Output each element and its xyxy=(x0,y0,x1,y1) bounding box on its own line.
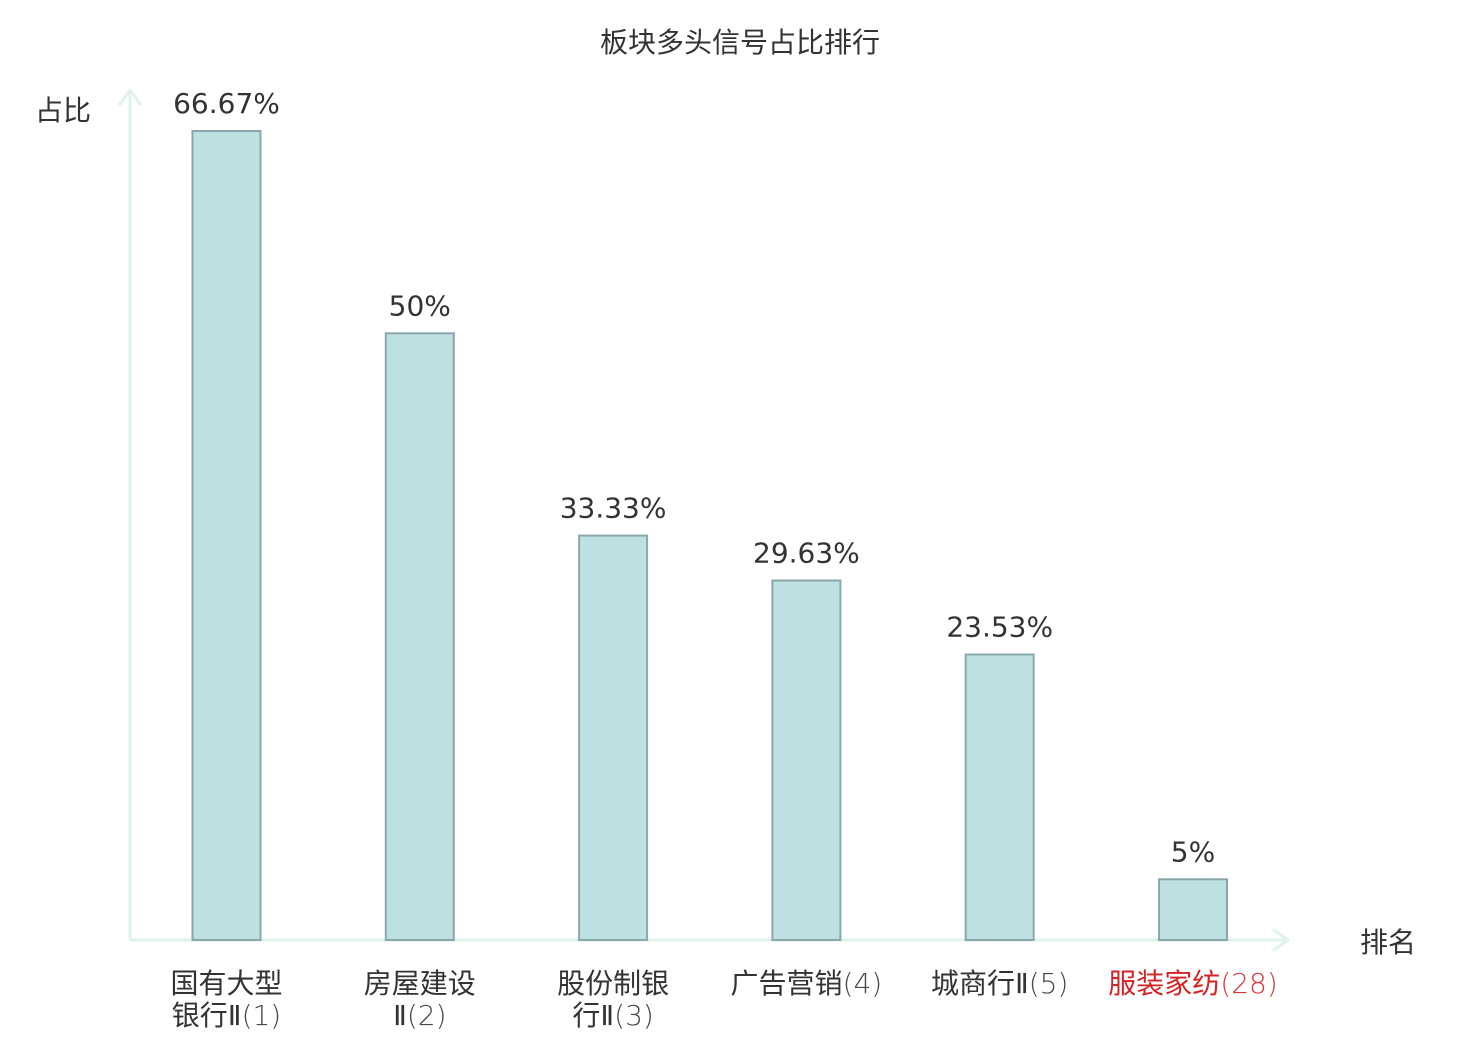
axes xyxy=(118,88,1290,952)
x-axis-arrow-icon xyxy=(1272,928,1290,952)
category-label-4-line-1: 广告营销(4) xyxy=(731,967,883,1000)
value-label-1: 66.67% xyxy=(173,87,280,120)
category-label-6-line-1: 服装家纺(28) xyxy=(1108,967,1278,1000)
category-label-2-line-1: 房屋建设 xyxy=(364,967,476,1000)
y-axis-label: 占比 xyxy=(35,94,91,127)
value-label-3: 33.33% xyxy=(560,492,667,525)
bar-4 xyxy=(771,579,842,941)
category-label-3-line-1: 股份制银 xyxy=(557,967,669,1000)
category-label-1-line-2: 银行Ⅱ(1) xyxy=(172,999,281,1032)
chart-title: 板块多头信号占比排行 xyxy=(600,26,880,59)
value-label-6: 5% xyxy=(1171,835,1215,868)
category-label-3-line-2: 行Ⅱ(3) xyxy=(572,999,653,1032)
category-label-2-line-2: Ⅱ(2) xyxy=(393,999,446,1032)
value-label-5: 23.53% xyxy=(946,611,1053,644)
bar-2 xyxy=(384,332,455,941)
bar-5 xyxy=(964,653,1035,941)
category-label-5-line-1: 城商行Ⅱ(5) xyxy=(931,967,1068,1000)
x-axis-label: 排名 xyxy=(1360,926,1416,959)
bar-6 xyxy=(1158,878,1228,941)
value-label-2: 50% xyxy=(389,289,451,322)
bar-3 xyxy=(578,534,649,941)
category-label-1-line-1: 国有大型 xyxy=(170,967,282,1000)
bars-group xyxy=(191,130,1228,941)
y-axis-arrow-icon xyxy=(118,88,142,106)
value-labels-group: 66.67% 50% 33.33% 29.63% 23.53% 5% xyxy=(173,87,1215,868)
value-label-4: 29.63% xyxy=(753,537,860,570)
bar-1 xyxy=(191,130,262,941)
